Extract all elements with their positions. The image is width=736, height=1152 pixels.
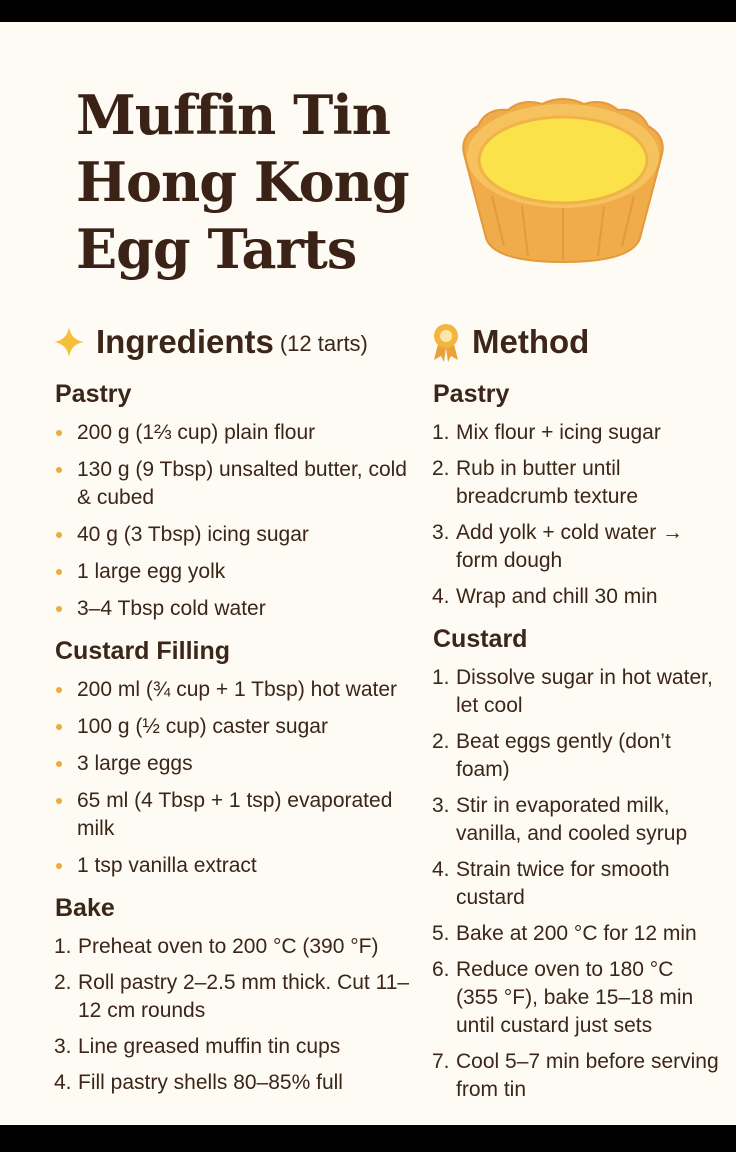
top-bar [0,0,736,22]
step-text: Line greased muffin tin cups [78,1035,341,1058]
method-column: Method Pastry 1. Mix flour + icing sugar 2.… [430,318,720,1112]
step: 4. Strain twice for smooth custard [430,856,720,912]
step-text: Bake at 200 °C for 12 min [456,922,697,945]
item-text: 200 ml (¾ cup + 1 Tbsp) hot water [77,678,398,701]
step-text: Reduce oven to 180 °C (355 °F), bake 15–… [456,958,694,1037]
step: 4. Fill pastry shells 80–85% full [52,1069,424,1097]
list-item: 40 g (3 Tbsp) icing sugar [52,521,424,549]
step-text: Rub in butter until breadcrumb texture [456,457,639,508]
step-text: Preheat oven to 200 °C (390 °F) [78,935,379,958]
bullet [56,687,62,693]
step-number: 4. [54,1071,72,1094]
step: 7. Cool 5–7 min before serving from tin [430,1048,720,1104]
bullet [56,724,62,730]
bullet [56,467,62,473]
bullet [56,798,62,804]
step-number: 2. [54,971,72,994]
step-number: 2. [432,730,450,753]
bullet [56,532,62,538]
step: 2. Roll pastry 2–2.5 mm thick. Cut 11–12 … [52,969,424,1025]
item-text: 40 g (3 Tbsp) icing sugar [77,523,309,546]
step-text: Wrap and chill 30 min [456,585,658,608]
step-number: 5. [432,922,450,945]
ingredients-header: Ingredients (12 tarts) [52,318,424,366]
list-item: 1 tsp vanilla extract [52,852,424,880]
heading: Method [472,323,590,360]
step: 6. Reduce oven to 180 °C (355 °F), bake 1… [430,956,720,1040]
title: Muffin Tin Hong Kong Egg Tarts [76,82,410,283]
ribbon-icon [434,324,458,362]
step-text: Stir in evaporated milk, vanilla, and co… [456,794,688,845]
ingredients-column: Ingredients (12 tarts) Pastry 200 g (1⅔ c… [52,318,424,1105]
bullet [56,569,62,575]
step-number: 7. [432,1050,450,1073]
item-text: 65 ml (4 Tbsp + 1 tsp) evaporated milk [77,789,393,840]
list-item: 200 g (1⅔ cup) plain flour [52,419,424,447]
step-number: 4. [432,585,450,608]
list-item: 3–4 Tbsp cold water [52,595,424,623]
list-item: 200 ml (¾ cup + 1 Tbsp) hot water [52,676,424,704]
heading-note: (12 tarts) [279,331,368,356]
list-item: 100 g (½ cup) caster sugar [52,713,424,741]
step: 3. Add yolk + cold water → form dough [430,519,720,575]
list-item: 1 large egg yolk [52,558,424,586]
title-line: Hong Kong [76,150,410,214]
step: 2. Rub in butter until breadcrumb texture [430,455,720,511]
method-header: Method [430,318,720,366]
sparkle-icon [54,327,84,357]
section-title: Custard [433,625,528,653]
item-text: 100 g (½ cup) caster sugar [77,715,328,738]
title-line: Egg Tarts [76,217,357,281]
step-number: 2. [432,457,450,480]
step-number: 1. [432,421,450,444]
method-body: Pastry 1. Mix flour + icing sugar 2. Rub in … [430,380,720,1104]
step-text: Mix flour + icing sugar [456,421,661,444]
step-text: Strain twice for smooth custard [456,858,670,909]
step-number: 3. [432,794,450,817]
step-text: Dissolve sugar in hot water, let cool [456,666,713,717]
step-number: 3. [54,1035,72,1058]
list-item: 65 ml (4 Tbsp + 1 tsp) evaporated milk [52,787,424,843]
step-number: 6. [432,958,450,981]
item-text: 1 large egg yolk [77,560,226,583]
section-title: Bake [55,894,115,922]
step: 2. Beat eggs gently (don’t foam) [430,728,720,784]
step-number: 1. [432,666,450,689]
bullet [56,863,62,869]
bullet [56,430,62,436]
item-text: 200 g (1⅔ cup) plain flour [77,421,316,444]
egg-tart-illustration [462,98,664,264]
list-item: 3 large eggs [52,750,424,778]
step-text: Beat eggs gently (don’t foam) [456,730,671,781]
section-title: Pastry [433,380,510,408]
bullet [56,606,62,612]
step: 4. Wrap and chill 30 min [430,583,720,611]
step: 3. Line greased muffin tin cups [52,1033,424,1061]
step: 1. Preheat oven to 200 °C (390 °F) [52,933,424,961]
step-text: Fill pastry shells 80–85% full [78,1071,343,1094]
ingredients-body: Pastry 200 g (1⅔ cup) plain flour 130 g (9… [52,380,424,1097]
title-line: Muffin Tin [76,83,391,147]
step: 1. Mix flour + icing sugar [430,419,720,447]
step-number: 4. [432,858,450,881]
step-number: 3. [432,521,450,544]
list-item: 130 g (9 Tbsp) unsalted butter, cold & c… [52,456,424,512]
item-text: 3–4 Tbsp cold water [77,597,266,620]
step-text: Roll pastry 2–2.5 mm thick. Cut 11–12 cm… [78,971,410,1022]
step-number: 1. [54,935,72,958]
item-text: 130 g (9 Tbsp) unsalted butter, cold & c… [77,458,407,509]
bottom-bar [0,1125,736,1152]
step: 1. Dissolve sugar in hot water, let cool [430,664,720,720]
heading: Ingredients [96,323,274,360]
section-title: Custard Filling [55,637,230,665]
step-text: Add yolk + cold water → form dough [456,521,684,572]
bullet [56,761,62,767]
section-title: Pastry [55,380,132,408]
step: 5. Bake at 200 °C for 12 min [430,920,720,948]
step: 3. Stir in evaporated milk, vanilla, and … [430,792,720,848]
step-text: Cool 5–7 min before serving from tin [456,1050,719,1101]
item-text: 1 tsp vanilla extract [77,854,257,877]
item-text: 3 large eggs [77,752,193,775]
